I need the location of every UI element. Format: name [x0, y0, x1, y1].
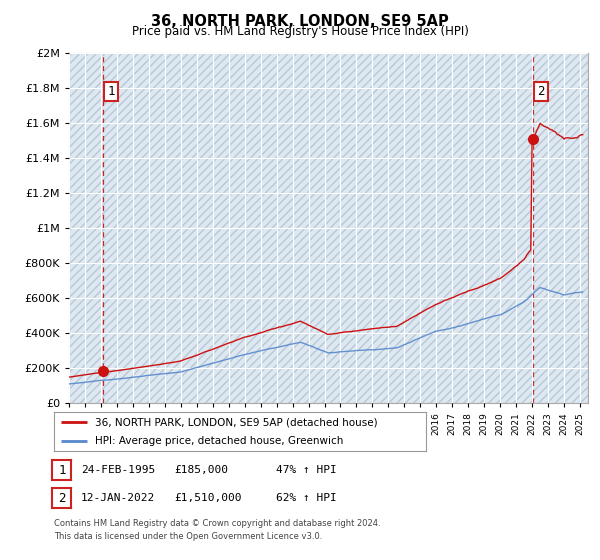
Text: This data is licensed under the Open Government Licence v3.0.: This data is licensed under the Open Gov…	[54, 532, 322, 541]
Text: 62% ↑ HPI: 62% ↑ HPI	[276, 493, 337, 503]
Text: 1: 1	[107, 85, 115, 98]
Text: £185,000: £185,000	[174, 465, 228, 475]
Text: 47% ↑ HPI: 47% ↑ HPI	[276, 465, 337, 475]
Text: 1: 1	[58, 464, 65, 477]
Text: 12-JAN-2022: 12-JAN-2022	[81, 493, 155, 503]
Text: 36, NORTH PARK, LONDON, SE9 5AP: 36, NORTH PARK, LONDON, SE9 5AP	[151, 14, 449, 29]
Text: 2: 2	[537, 85, 544, 98]
Text: 24-FEB-1995: 24-FEB-1995	[81, 465, 155, 475]
Text: Price paid vs. HM Land Registry's House Price Index (HPI): Price paid vs. HM Land Registry's House …	[131, 25, 469, 38]
Text: 2: 2	[58, 492, 65, 505]
Text: HPI: Average price, detached house, Greenwich: HPI: Average price, detached house, Gree…	[95, 436, 343, 446]
Text: £1,510,000: £1,510,000	[174, 493, 242, 503]
Text: 36, NORTH PARK, LONDON, SE9 5AP (detached house): 36, NORTH PARK, LONDON, SE9 5AP (detache…	[95, 417, 377, 427]
Text: Contains HM Land Registry data © Crown copyright and database right 2024.: Contains HM Land Registry data © Crown c…	[54, 519, 380, 528]
